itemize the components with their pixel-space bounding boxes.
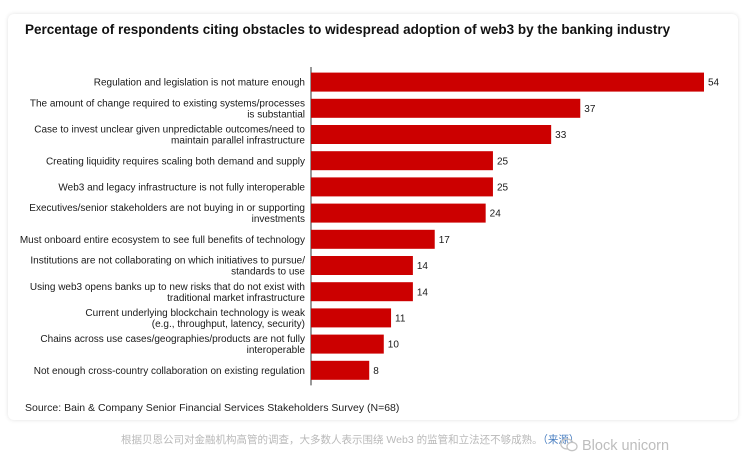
bar-value-label: 11 <box>395 314 406 325</box>
wechat-icon <box>560 438 578 452</box>
bar-value-label: 8 <box>373 366 379 377</box>
bar-value-label: 10 <box>388 340 400 351</box>
category-label: Creating liquidity requires scaling both… <box>46 156 305 167</box>
category-label: Case to invest unclear given unpredictab… <box>34 125 305 147</box>
category-label: Executives/senior stakeholders are not b… <box>29 203 305 225</box>
bar-value-label: 25 <box>497 156 509 167</box>
category-label: Not enough cross-country collaboration o… <box>34 366 305 377</box>
category-label: Using web3 opens banks up to new risks t… <box>30 282 306 304</box>
bar-value-label: 24 <box>490 209 502 220</box>
category-label: Institutions are not collaborating on wh… <box>30 256 305 278</box>
bar <box>311 256 413 275</box>
bar <box>311 125 552 144</box>
chart-source: Source: Bain & Company Senior Financial … <box>25 402 400 414</box>
bar <box>311 308 392 328</box>
bar-value-label: 14 <box>417 261 429 272</box>
category-label: Current underlying blockchain technology… <box>85 308 306 330</box>
bar-value-label: 14 <box>417 287 429 298</box>
category-label: Regulation and legislation is not mature… <box>94 78 305 89</box>
category-label: The amount of change required to existin… <box>30 98 305 120</box>
category-label: Chains across use cases/geographies/prod… <box>40 334 305 356</box>
bar <box>311 229 435 249</box>
bar <box>311 282 413 302</box>
bar <box>311 177 493 197</box>
chart-title: Percentage of respondents citing obstacl… <box>25 22 671 37</box>
bar <box>311 334 384 354</box>
bar-value-label: 33 <box>555 130 567 141</box>
bar <box>311 151 493 171</box>
bar <box>311 203 486 223</box>
watermark-text: Block unicorn <box>582 438 670 454</box>
category-label: Must onboard entire ecosystem to see ful… <box>20 235 305 246</box>
bar-value-label: 54 <box>708 78 720 89</box>
caption-text: 根据贝恩公司对金融机构高管的调查，大多数人表示围绕 Web3 的监管和立法还不够… <box>121 434 543 446</box>
bar <box>311 360 370 380</box>
bar <box>311 98 581 118</box>
image-caption: 根据贝恩公司对金融机构高管的调查，大多数人表示围绕 Web3 的监管和立法还不够… <box>121 432 579 447</box>
category-label: Web3 and legacy infrastructure is not fu… <box>58 183 305 194</box>
bar-value-label: 25 <box>497 183 509 194</box>
bar <box>311 72 704 92</box>
bar-value-label: 37 <box>584 104 596 115</box>
watermark: Block unicorn <box>560 438 669 454</box>
bar-value-label: 17 <box>439 235 451 246</box>
